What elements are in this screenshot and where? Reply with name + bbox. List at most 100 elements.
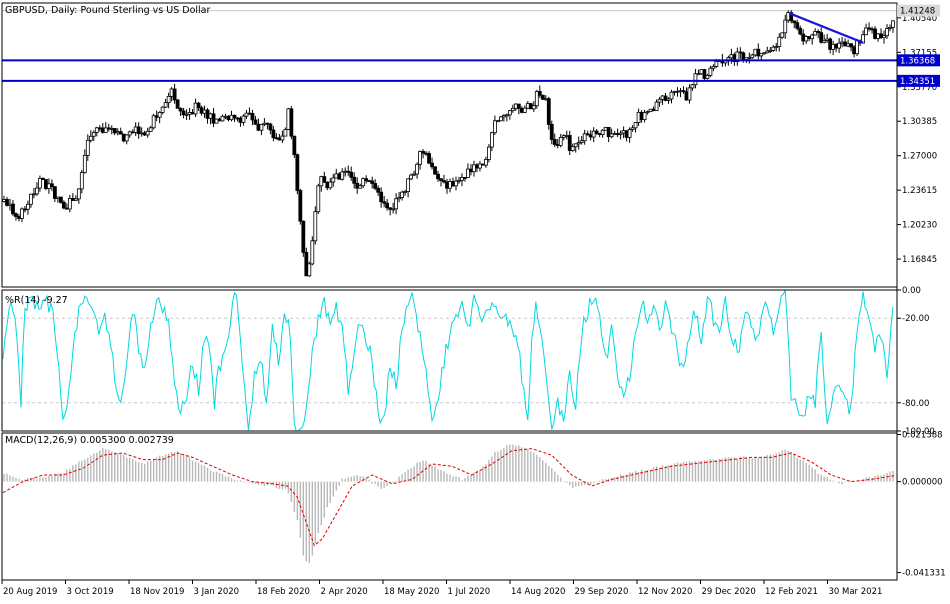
price-tick-label: 1.40540 xyxy=(902,14,937,24)
candle-body xyxy=(340,171,345,180)
candle-body xyxy=(861,34,865,44)
candle-body xyxy=(645,111,650,114)
candle-body xyxy=(385,202,390,209)
candle-body xyxy=(244,112,249,117)
candle-body xyxy=(139,132,144,135)
candle-body xyxy=(91,132,96,137)
candle-body xyxy=(564,134,569,137)
candle-body xyxy=(672,90,677,93)
candle-body xyxy=(232,114,237,119)
candle-body xyxy=(618,132,623,135)
macd-indicator-label: MACD(12,26,9) 0.005300 0.002739 xyxy=(5,435,174,446)
candle-body xyxy=(124,134,129,142)
candle-body xyxy=(136,126,141,135)
candle-body xyxy=(663,95,668,101)
candle-body xyxy=(436,173,440,180)
candle-body xyxy=(510,107,515,112)
candle-body xyxy=(846,43,851,47)
candle-body xyxy=(79,172,84,190)
candle-body xyxy=(229,114,234,121)
candle-body xyxy=(88,135,93,141)
candle-body xyxy=(540,94,545,100)
candle-body xyxy=(298,190,303,222)
candle-body xyxy=(127,131,132,136)
candle-body xyxy=(525,103,530,109)
candle-body xyxy=(310,240,315,265)
candle-body xyxy=(205,109,210,119)
candle-body xyxy=(172,88,177,101)
candle-body xyxy=(463,177,467,179)
candle-body xyxy=(38,177,42,189)
candle-body xyxy=(133,126,138,133)
candle-body xyxy=(630,127,635,130)
macd-histogram xyxy=(3,444,894,563)
candle-body xyxy=(492,120,497,134)
candle-body xyxy=(466,168,470,178)
candle-body xyxy=(825,38,830,41)
candle-body xyxy=(546,98,551,125)
candle-body xyxy=(112,128,117,134)
candle-body xyxy=(801,33,806,42)
candle-body xyxy=(301,220,306,253)
candle-body xyxy=(738,51,743,54)
candle-body xyxy=(382,201,387,204)
candle-body xyxy=(46,183,51,189)
candle-body xyxy=(504,114,509,117)
candle-body xyxy=(187,112,192,115)
date-tick-label: 14 Aug 2020 xyxy=(511,587,565,597)
candle-body xyxy=(484,159,488,166)
candle-body xyxy=(513,103,518,109)
candle-body xyxy=(130,131,135,134)
candle-body xyxy=(35,187,39,195)
candle-body xyxy=(777,36,782,47)
candle-body xyxy=(639,111,644,121)
candle-body xyxy=(885,28,889,37)
candle-body xyxy=(594,130,599,134)
candle-body xyxy=(498,116,503,122)
candle-body xyxy=(681,90,686,93)
candle-body xyxy=(29,193,33,205)
candle-body xyxy=(582,133,587,142)
candle-body xyxy=(250,113,255,121)
wpr-tick-label: 0.00 xyxy=(902,286,921,296)
candle-body xyxy=(759,53,764,57)
candle-body xyxy=(256,123,261,131)
macd-tick-label: 0.000000 xyxy=(902,478,943,488)
candle-body xyxy=(780,32,785,38)
candle-body xyxy=(241,115,246,123)
candle-body xyxy=(624,130,629,138)
candle-body xyxy=(142,132,147,136)
candle-body xyxy=(145,130,150,136)
candle-body xyxy=(226,115,231,121)
date-tick-label: 3 Oct 2019 xyxy=(67,587,114,597)
candle-body xyxy=(268,123,273,131)
candle-body xyxy=(735,51,740,62)
date-tick-label: 1 Jul 2020 xyxy=(448,587,491,597)
candle-body xyxy=(855,40,859,55)
date-tick-label: 29 Sep 2020 xyxy=(575,587,629,597)
candle-body xyxy=(792,20,797,24)
candle-body xyxy=(621,130,626,134)
candle-body xyxy=(693,73,698,86)
candle-body xyxy=(576,142,581,145)
date-tick-label: 18 Feb 2020 xyxy=(257,587,310,597)
trend-line xyxy=(788,12,864,44)
candle-body xyxy=(705,74,710,79)
price-tick-label: 1.16845 xyxy=(902,255,937,265)
candle-body xyxy=(427,153,431,164)
candle-body xyxy=(552,139,557,145)
candle-body xyxy=(178,107,183,112)
candle-body xyxy=(277,137,282,141)
level-price-tag xyxy=(897,74,940,87)
candle-body xyxy=(109,128,114,130)
candle-body xyxy=(819,32,824,43)
candle-body xyxy=(481,163,485,166)
candle-body xyxy=(334,173,339,179)
candle-body xyxy=(73,198,78,201)
wpr-indicator-label: %R(14) -9.27 xyxy=(5,295,68,306)
candle-body xyxy=(744,57,749,60)
candle-body xyxy=(262,122,267,125)
wpr-tick-label: -80.00 xyxy=(902,399,929,409)
candle-body xyxy=(265,122,270,125)
